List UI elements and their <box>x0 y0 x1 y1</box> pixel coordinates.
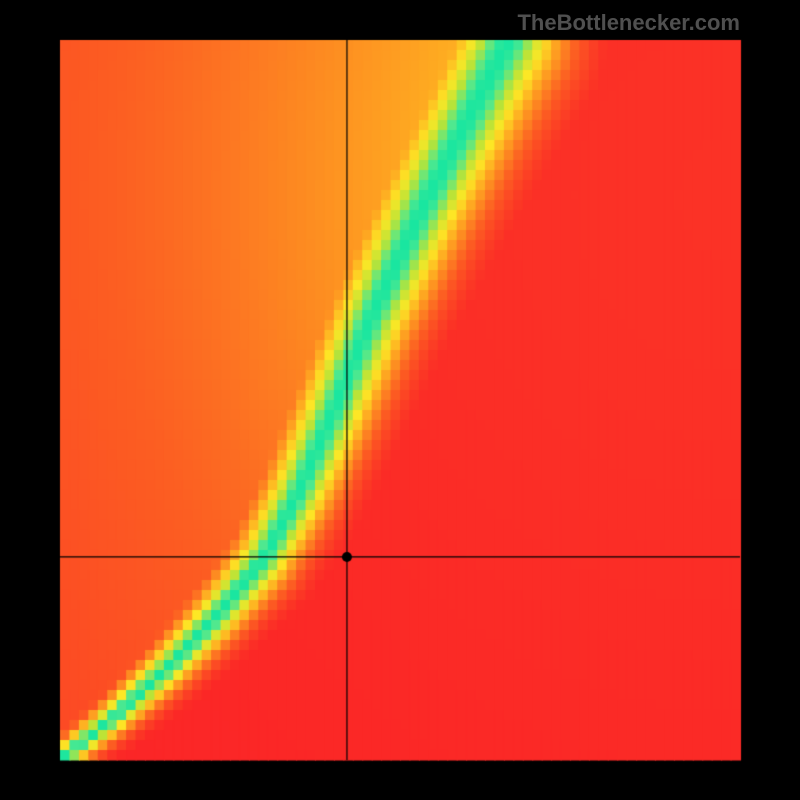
watermark-text: TheBottlenecker.com <box>517 10 740 36</box>
bottleneck-heatmap <box>0 0 800 800</box>
